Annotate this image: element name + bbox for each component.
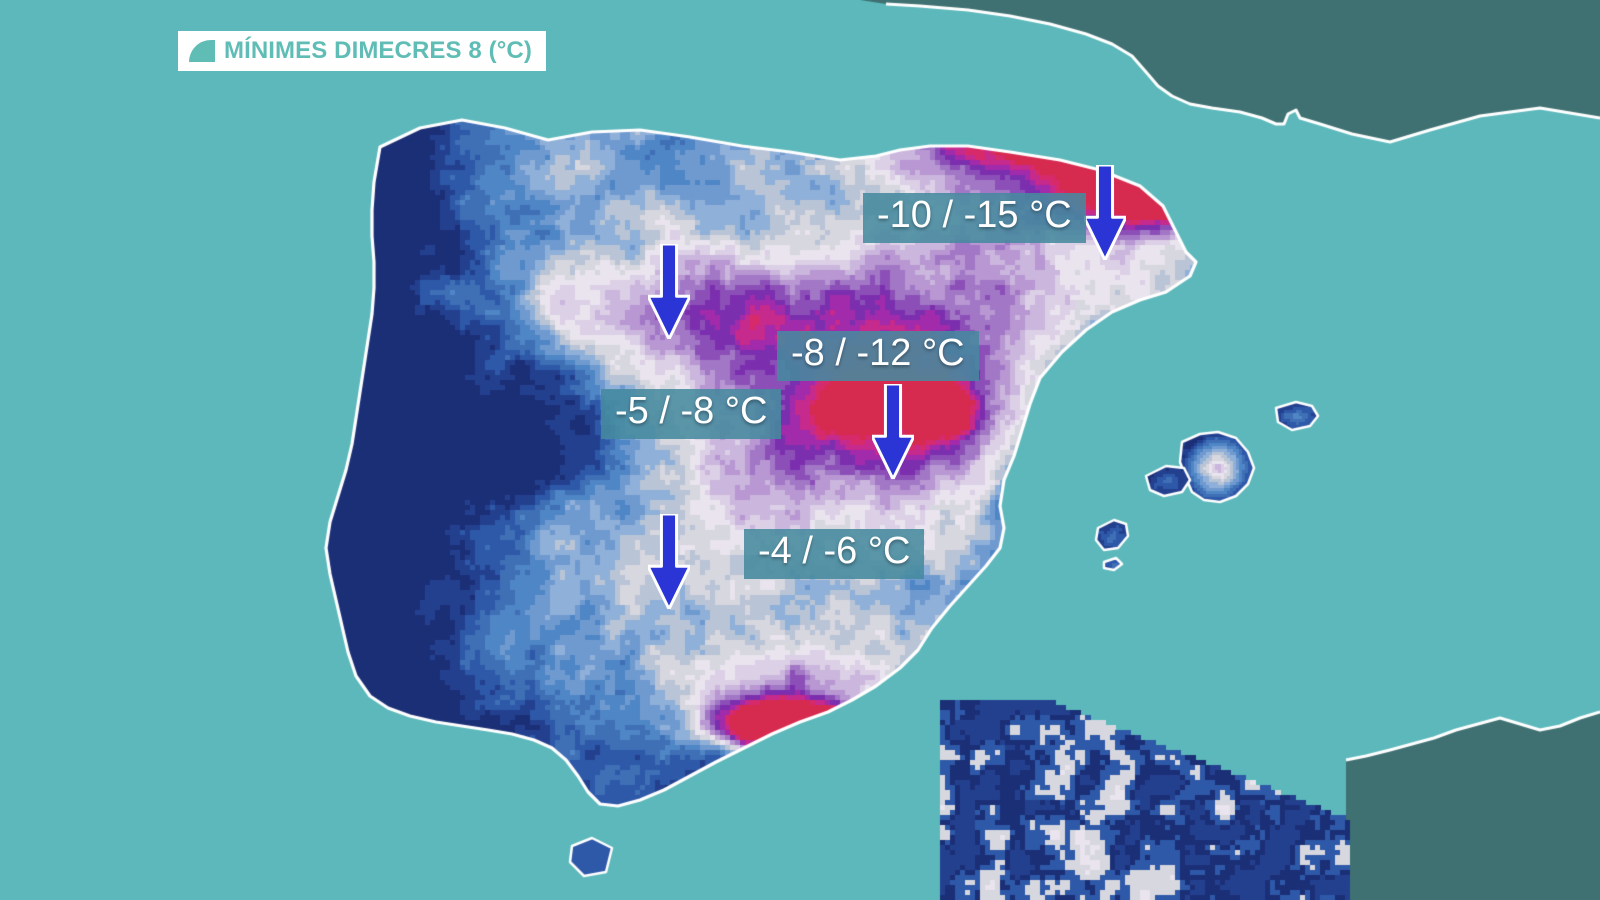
page-title: MÍNIMES DIMECRES 8 (°C): [224, 37, 532, 64]
temp-label-iberian-system: -8 / -12 °C: [777, 331, 979, 381]
down-arrow-pyrenees: [1082, 163, 1128, 262]
quarter-circle-icon: [189, 40, 215, 62]
temp-label-central-meseta: -5 / -8 °C: [601, 389, 782, 439]
down-arrow-southwest: [646, 512, 692, 611]
down-arrow-central: [646, 242, 692, 341]
map-title-chip: MÍNIMES DIMECRES 8 (°C): [178, 31, 546, 71]
temp-label-south: -4 / -6 °C: [744, 529, 925, 579]
temp-label-pyrenees: -10 / -15 °C: [863, 193, 1086, 243]
down-arrow-east: [870, 382, 916, 481]
